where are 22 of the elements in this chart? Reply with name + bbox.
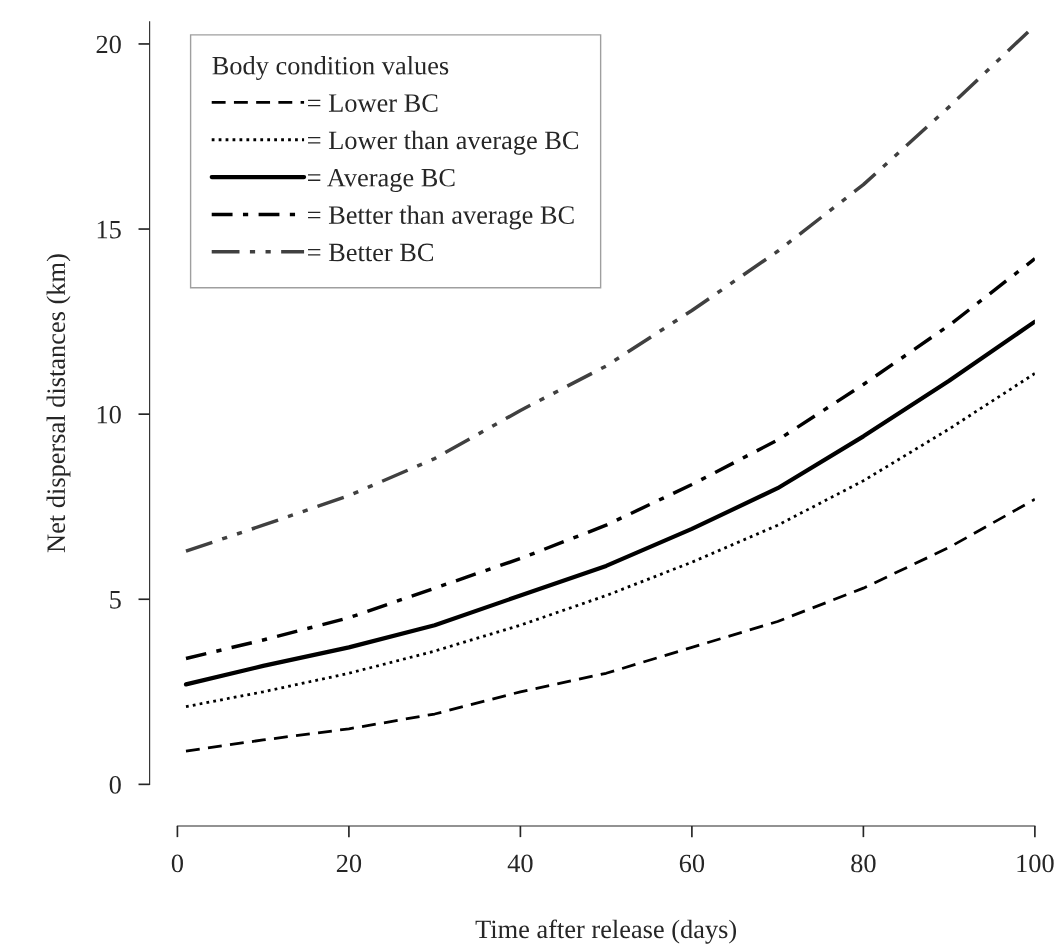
legend-label: = Better BC [308, 243, 434, 262]
legend-title: Body condition values [212, 56, 449, 81]
x-tick-label: 0 [171, 854, 183, 873]
line-series [183, 319, 1035, 687]
y-axis-title: Net dispersal distances (km) [46, 254, 71, 553]
y-tick-label: 0 [109, 775, 121, 794]
y-tick-label: 5 [110, 591, 121, 609]
legend-label: = Lower BC [308, 94, 438, 112]
legend-label: = Lower than average BC [308, 130, 579, 155]
line-series [184, 497, 1035, 753]
x-axis-title: Time after release (days) [475, 919, 737, 944]
x-tick-label: 40 [507, 854, 533, 873]
line-series [184, 372, 1035, 708]
x-tick-label: 100 [1017, 854, 1054, 873]
x-tick-label: 20 [336, 854, 362, 873]
legend-label: = Better than average BC [308, 205, 574, 230]
y-tick-label: 15 [97, 220, 121, 239]
y-tick-label: 10 [97, 405, 121, 424]
y-tick-label: 20 [96, 35, 121, 54]
x-tick-label: 60 [679, 854, 705, 873]
x-tick-label: 80 [851, 854, 876, 873]
legend-label: = Average BC [308, 168, 455, 193]
